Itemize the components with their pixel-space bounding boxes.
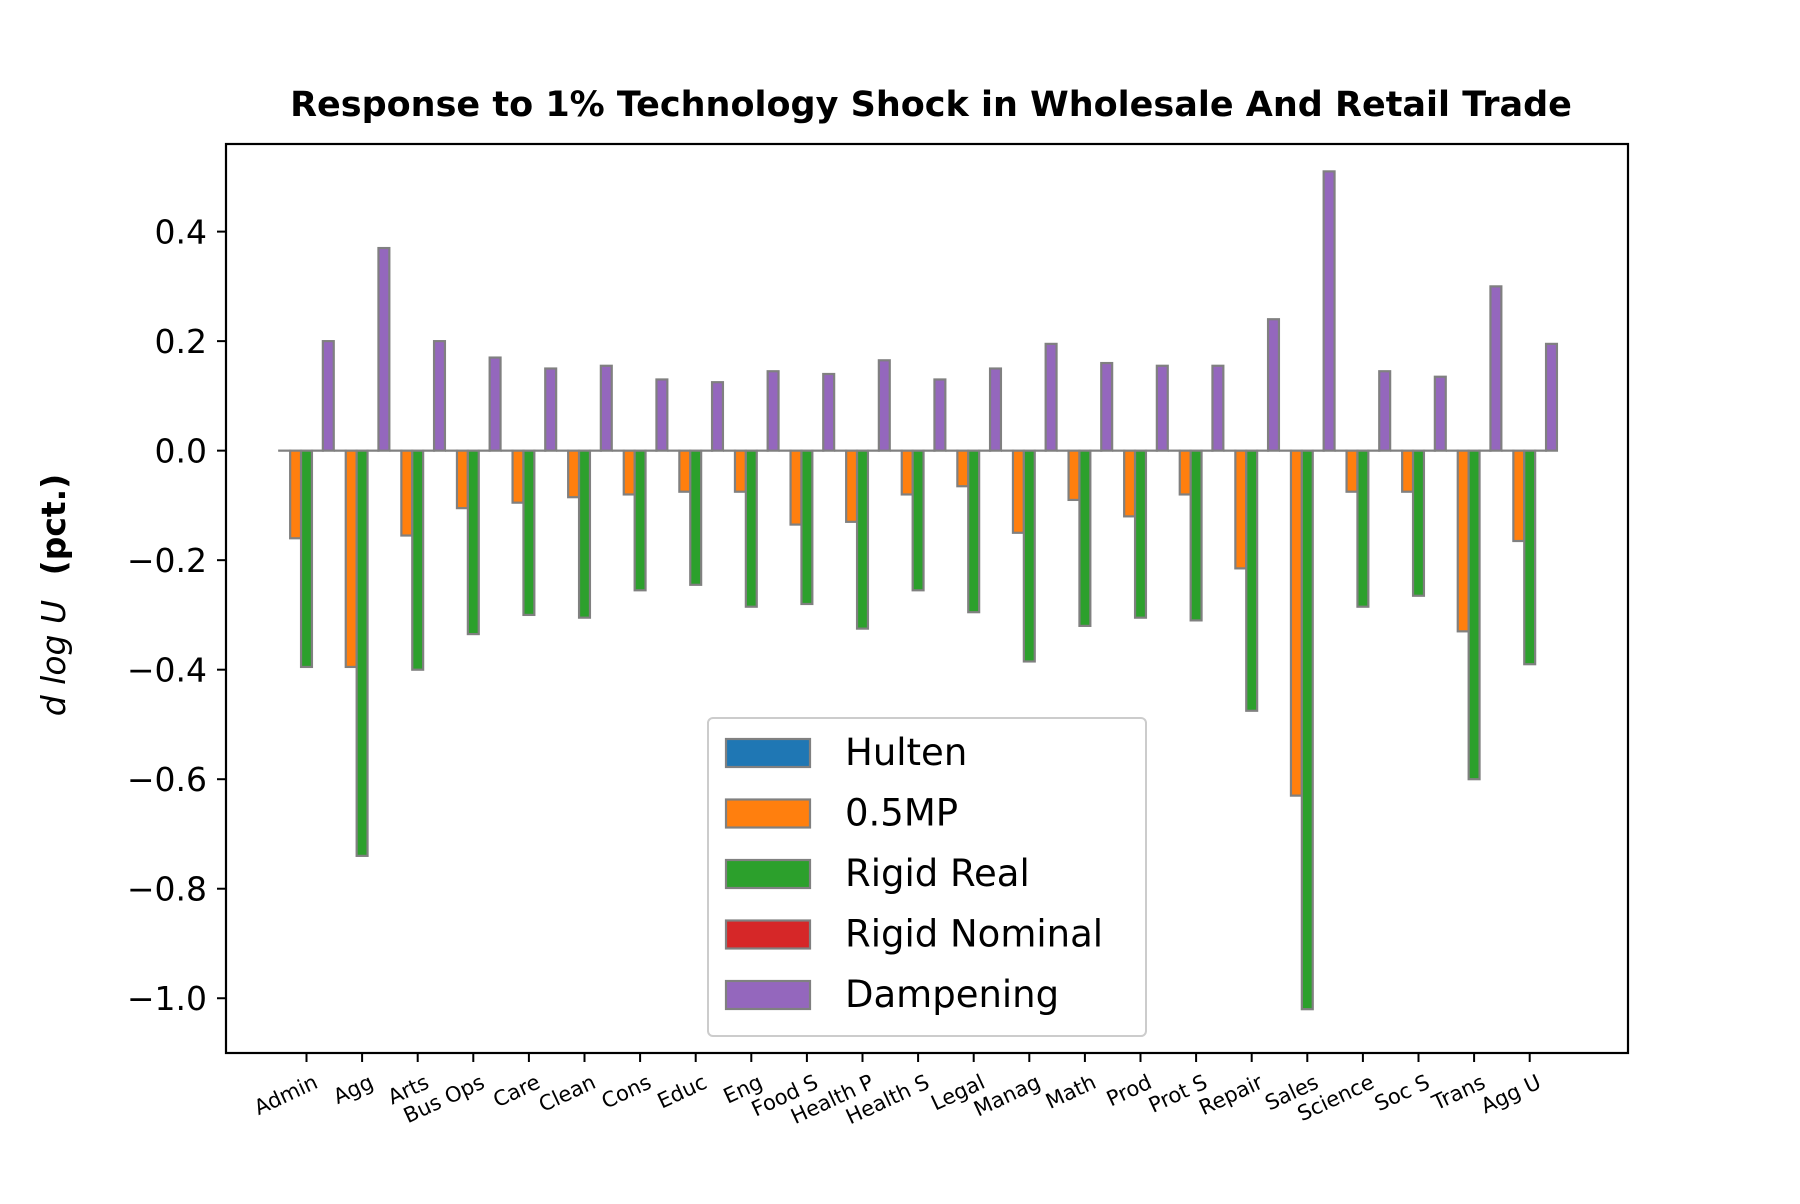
bar-dampening-agg <box>378 248 389 451</box>
bar-dampening-soc-s <box>1435 377 1446 451</box>
bar-0-5mp-food-s <box>791 451 802 525</box>
bar-dampening-clean <box>601 366 612 451</box>
bar-dampening-agg-u <box>1546 344 1557 451</box>
bar-0-5mp-manag <box>1013 451 1024 533</box>
bar-0-5mp-legal <box>957 451 968 487</box>
bar-rigid-real-prot-s <box>1191 451 1202 621</box>
bar-rigid-real-health-p <box>857 451 868 629</box>
bar-0-5mp-agg <box>346 451 357 667</box>
legend-swatch-hulten <box>726 739 810 767</box>
bar-rigid-real-sales <box>1302 451 1313 1010</box>
bar-dampening-prot-s <box>1212 366 1223 451</box>
bar-dampening-cons <box>656 379 667 450</box>
y-tick-label: −0.2 <box>127 541 207 580</box>
bar-rigid-real-soc-s <box>1413 451 1424 596</box>
y-axis-label: d log U (pct.) <box>34 474 73 717</box>
y-tick-label: 0.0 <box>155 432 207 471</box>
y-tick-label: −1.0 <box>127 979 207 1018</box>
legend-label-0-5mp: 0.5MP <box>845 792 958 835</box>
bar-dampening-admin <box>323 341 334 451</box>
bar-0-5mp-sales <box>1291 451 1302 796</box>
bar-rigid-real-agg-u <box>1524 451 1535 665</box>
y-tick-label: −0.8 <box>127 870 207 909</box>
bar-0-5mp-trans <box>1458 451 1469 632</box>
bar-0-5mp-educ <box>679 451 690 492</box>
y-tick-label: 0.4 <box>155 213 207 252</box>
bar-rigid-real-manag <box>1024 451 1035 662</box>
bar-rigid-real-arts <box>412 451 423 670</box>
bar-rigid-real-clean <box>579 451 590 618</box>
bar-dampening-arts <box>434 341 445 451</box>
bar-rigid-real-cons <box>635 451 646 591</box>
bar-rigid-real-prod <box>1135 451 1146 618</box>
bar-dampening-eng <box>768 371 779 450</box>
bar-dampening-health-s <box>934 379 945 450</box>
legend-label-rigid-nominal: Rigid Nominal <box>845 913 1103 956</box>
bar-rigid-real-health-s <box>913 451 924 591</box>
bar-dampening-trans <box>1490 286 1501 450</box>
y-axis-label-unit: (pct.) <box>34 474 73 576</box>
bar-0-5mp-arts <box>401 451 412 536</box>
bar-rigid-real-eng <box>746 451 757 607</box>
bar-dampening-care <box>545 369 556 451</box>
bar-dampening-math <box>1101 363 1112 451</box>
bar-rigid-real-math <box>1079 451 1090 626</box>
chart-title: Response to 1% Technology Shock in Whole… <box>290 85 1572 125</box>
bar-dampening-legal <box>990 369 1001 451</box>
legend-label-dampening: Dampening <box>845 973 1059 1016</box>
bar-rigid-real-science <box>1357 451 1368 607</box>
bar-rigid-real-trans <box>1469 451 1480 780</box>
bar-rigid-real-educ <box>690 451 701 585</box>
bar-0-5mp-repair <box>1235 451 1246 569</box>
bar-0-5mp-science <box>1347 451 1358 492</box>
bar-rigid-real-food-s <box>801 451 812 604</box>
bar-0-5mp-health-s <box>902 451 913 495</box>
bar-rigid-real-legal <box>968 451 979 613</box>
bar-rigid-real-agg <box>357 451 368 856</box>
bar-dampening-science <box>1379 371 1390 450</box>
bar-0-5mp-health-p <box>846 451 857 522</box>
bar-rigid-real-admin <box>301 451 312 667</box>
bar-0-5mp-prot-s <box>1180 451 1191 495</box>
bar-dampening-health-p <box>879 360 890 450</box>
bar-rigid-real-repair <box>1246 451 1257 711</box>
bar-dampening-repair <box>1268 319 1279 450</box>
bar-dampening-manag <box>1046 344 1057 451</box>
legend-swatch-rigid-nominal <box>726 921 810 949</box>
y-axis-label-math: d log U <box>34 600 73 716</box>
bar-dampening-bus-ops <box>490 358 501 451</box>
bar-0-5mp-bus-ops <box>457 451 468 509</box>
bar-rigid-real-care <box>523 451 534 615</box>
bar-0-5mp-agg-u <box>1513 451 1524 541</box>
y-tick-label: −0.6 <box>127 760 207 799</box>
bar-rigid-real-bus-ops <box>468 451 479 634</box>
bar-dampening-prod <box>1157 366 1168 451</box>
legend-swatch-0-5mp <box>726 800 810 828</box>
legend-label-rigid-real: Rigid Real <box>845 852 1030 895</box>
y-tick-label: −0.4 <box>127 651 207 690</box>
legend-swatch-rigid-real <box>726 860 810 888</box>
legend-swatch-dampening <box>726 981 810 1009</box>
bar-dampening-sales <box>1324 171 1335 450</box>
bar-0-5mp-admin <box>290 451 301 539</box>
bar-0-5mp-math <box>1069 451 1080 500</box>
bar-0-5mp-cons <box>624 451 635 495</box>
bar-dampening-educ <box>712 382 723 450</box>
svg-text:d log U (pct.): d log U (pct.) <box>34 474 73 717</box>
bar-0-5mp-soc-s <box>1402 451 1413 492</box>
legend-label-hulten: Hulten <box>845 731 967 774</box>
y-tick-label: 0.2 <box>155 322 207 361</box>
bar-0-5mp-prod <box>1124 451 1135 517</box>
bar-0-5mp-eng <box>735 451 746 492</box>
bar-0-5mp-clean <box>568 451 579 498</box>
bar-0-5mp-care <box>513 451 524 503</box>
bar-dampening-food-s <box>823 374 834 451</box>
